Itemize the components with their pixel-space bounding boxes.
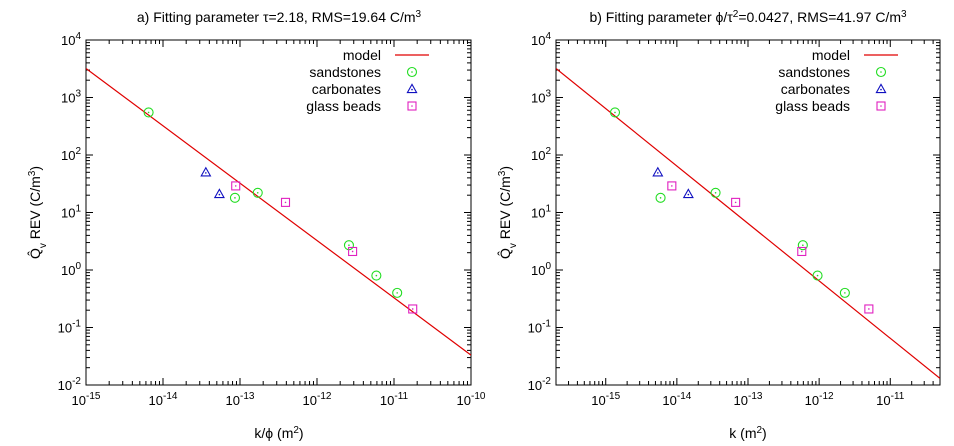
legend-label: carbonates bbox=[312, 81, 381, 97]
y-tick-label: 10-2 bbox=[58, 376, 82, 393]
glass-beads-point bbox=[348, 246, 358, 257]
x-tick-label: 10-11 bbox=[380, 391, 409, 408]
sandstones-point bbox=[229, 192, 241, 203]
legend-label: glass beads bbox=[775, 98, 850, 114]
sandstones-point bbox=[797, 240, 808, 251]
carbonates-point bbox=[652, 166, 664, 177]
x-tick-label: 10-15 bbox=[591, 391, 620, 408]
chart-title: b) Fitting parameter ϕ/τ2=0.0427, RMS=41… bbox=[589, 9, 907, 26]
x-tick-label: 10-13 bbox=[734, 391, 763, 408]
legend-swatch-glass-beads bbox=[876, 101, 886, 111]
x-tick-label: 10-14 bbox=[149, 391, 178, 408]
legend-label: sandstones bbox=[778, 64, 850, 80]
carbonates-point bbox=[200, 166, 212, 177]
x-tick-label: 10-14 bbox=[662, 391, 691, 408]
y-axis-label: Q̂v REV (C/m3) bbox=[497, 166, 519, 259]
x-axis-label: k/ϕ (m2) bbox=[254, 425, 303, 442]
y-tick-label: 100 bbox=[531, 261, 551, 278]
legend-label: sandstones bbox=[309, 64, 381, 80]
model-line bbox=[556, 67, 940, 379]
legend-swatch-glass-beads bbox=[407, 101, 417, 111]
x-axis-label: k (m2) bbox=[729, 425, 766, 442]
y-tick-label: 104 bbox=[531, 31, 551, 48]
y-tick-label: 101 bbox=[61, 204, 81, 221]
y-tick-label: 10-2 bbox=[528, 376, 552, 393]
legend-swatch-carbonates bbox=[406, 83, 418, 94]
glass-beads-point bbox=[731, 197, 741, 207]
sandstones-point bbox=[392, 287, 403, 298]
x-tick-label: 10-11 bbox=[876, 391, 905, 408]
sandstones-point bbox=[710, 187, 721, 198]
plot-frame bbox=[555, 39, 941, 386]
y-tick-label: 101 bbox=[531, 204, 551, 221]
glass-beads-point bbox=[231, 181, 241, 191]
panel-b: 10-2 10-1 100 101 102 103 104 10-15 10-14 10-13 10… bbox=[497, 9, 941, 442]
legend-label: glass beads bbox=[306, 98, 381, 114]
y-tick-label: 102 bbox=[531, 146, 551, 163]
y-tick-label: 10-1 bbox=[58, 319, 82, 336]
sandstones-point bbox=[143, 107, 154, 118]
glass-beads-point bbox=[864, 304, 874, 314]
x-tick-label: 10-13 bbox=[226, 391, 255, 408]
panel-a: 10-2 10-1 100 101 102 103 104 10-15 10-14 10-13 10… bbox=[27, 9, 486, 442]
sandstones-point bbox=[371, 270, 382, 281]
glass-beads-point bbox=[280, 197, 291, 207]
carbonates-point bbox=[213, 188, 225, 199]
y-tick-label: 100 bbox=[61, 261, 81, 278]
sandstones-point bbox=[655, 192, 666, 203]
legend-label: model bbox=[343, 47, 381, 63]
legend-label: carbonates bbox=[781, 81, 850, 97]
sandstones-point bbox=[839, 287, 850, 298]
y-tick-label: 103 bbox=[531, 89, 551, 106]
glass-beads-point bbox=[667, 181, 677, 191]
legend-swatch-sandstones bbox=[875, 66, 887, 78]
glass-beads-point bbox=[408, 304, 418, 314]
sandstones-point bbox=[609, 107, 621, 118]
y-tick-label: 10-1 bbox=[528, 319, 552, 336]
carbonates-point bbox=[682, 188, 694, 199]
y-axis-label: Q̂v REV (C/m3) bbox=[27, 166, 49, 259]
legend-swatch-sandstones bbox=[406, 66, 418, 78]
x-tick-label: 10-12 bbox=[805, 391, 834, 408]
y-tick-label: 104 bbox=[61, 31, 81, 48]
y-tick-label: 102 bbox=[61, 146, 81, 163]
x-tick-label: 10-10 bbox=[457, 391, 486, 408]
legend-label: model bbox=[812, 47, 850, 63]
y-tick-label: 103 bbox=[61, 89, 81, 106]
glass-beads-point bbox=[797, 246, 807, 257]
x-tick-label: 10-15 bbox=[72, 391, 101, 408]
sandstones-point bbox=[252, 187, 263, 198]
x-tick-label: 10-12 bbox=[303, 391, 332, 408]
chart-title: a) Fitting parameter τ=2.18, RMS=19.64 C… bbox=[137, 9, 422, 26]
sandstones-point bbox=[812, 270, 823, 281]
legend-swatch-carbonates bbox=[875, 83, 887, 94]
